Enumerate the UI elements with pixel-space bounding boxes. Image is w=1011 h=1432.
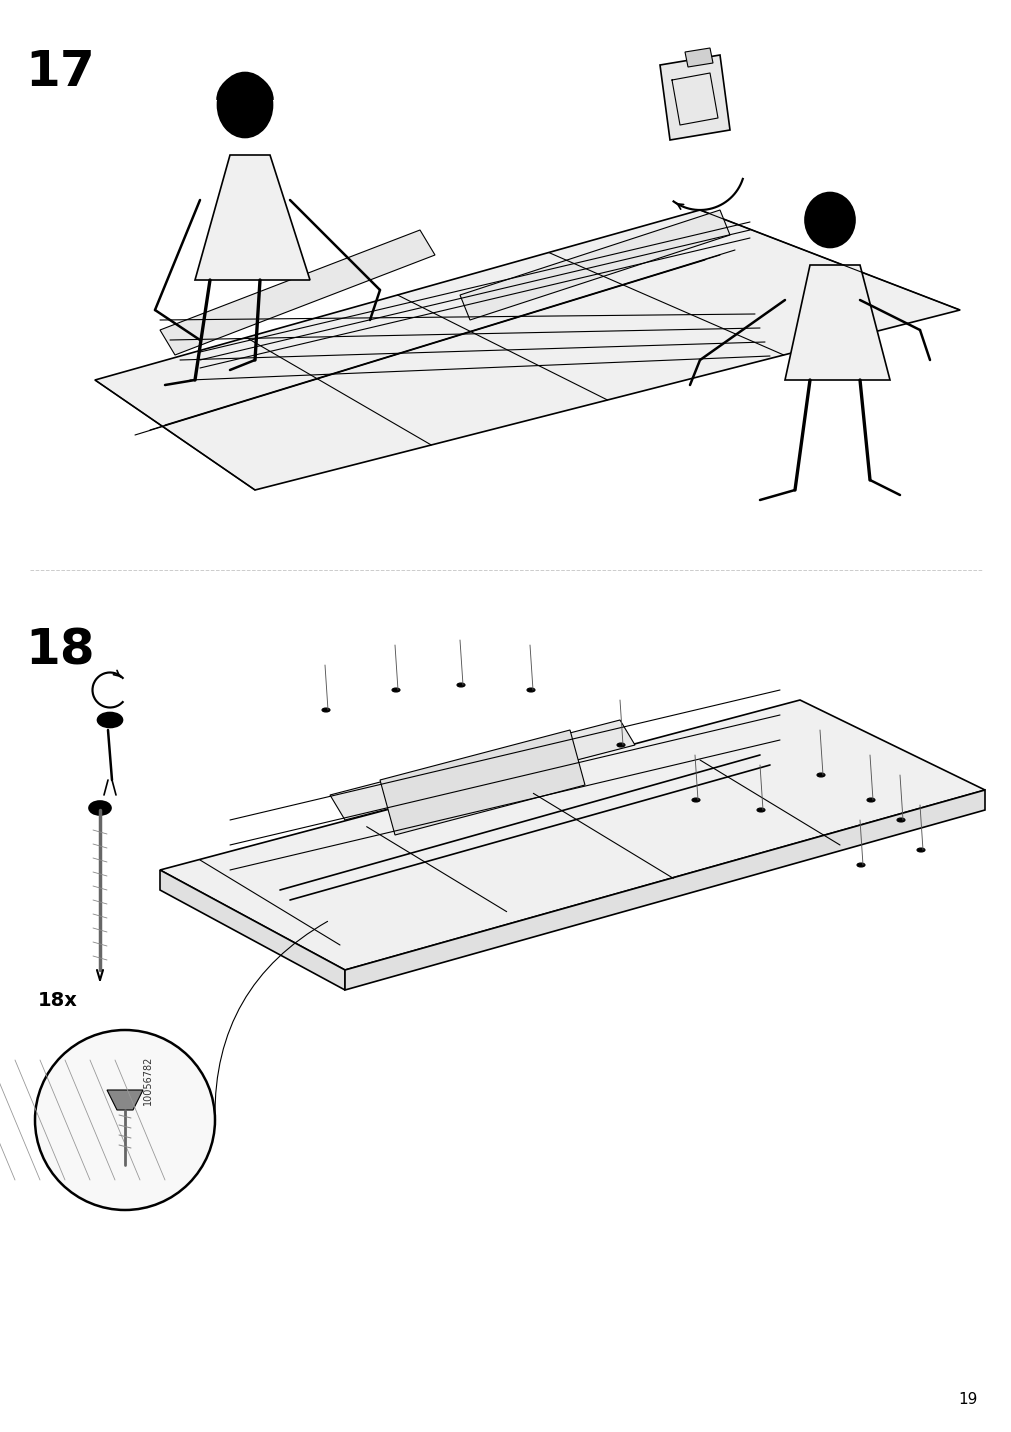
Polygon shape [460, 211, 729, 319]
Ellipse shape [321, 707, 330, 712]
Polygon shape [160, 871, 345, 990]
Polygon shape [345, 790, 984, 990]
Ellipse shape [457, 683, 464, 687]
Polygon shape [195, 155, 309, 281]
Ellipse shape [217, 73, 272, 137]
Polygon shape [330, 720, 634, 821]
Polygon shape [379, 730, 584, 835]
Text: 10056782: 10056782 [143, 1055, 153, 1104]
Ellipse shape [617, 743, 625, 748]
Ellipse shape [756, 808, 764, 812]
Polygon shape [785, 265, 889, 379]
Text: 17: 17 [25, 49, 95, 96]
Ellipse shape [692, 798, 700, 802]
Ellipse shape [391, 687, 399, 692]
Polygon shape [107, 1090, 143, 1110]
Polygon shape [684, 49, 713, 67]
Ellipse shape [866, 798, 875, 802]
Polygon shape [659, 54, 729, 140]
Polygon shape [160, 700, 984, 969]
Polygon shape [160, 231, 435, 355]
FancyArrowPatch shape [214, 921, 328, 1117]
Text: 18: 18 [25, 626, 95, 674]
Ellipse shape [89, 800, 111, 815]
Ellipse shape [804, 192, 854, 248]
Text: 18x: 18x [38, 991, 78, 1010]
Text: 19: 19 [957, 1392, 977, 1408]
Ellipse shape [527, 687, 535, 692]
Ellipse shape [816, 773, 824, 778]
Ellipse shape [896, 818, 904, 822]
Polygon shape [95, 211, 959, 490]
Ellipse shape [916, 848, 924, 852]
Ellipse shape [97, 713, 122, 727]
Circle shape [35, 1030, 214, 1210]
Ellipse shape [856, 863, 864, 866]
